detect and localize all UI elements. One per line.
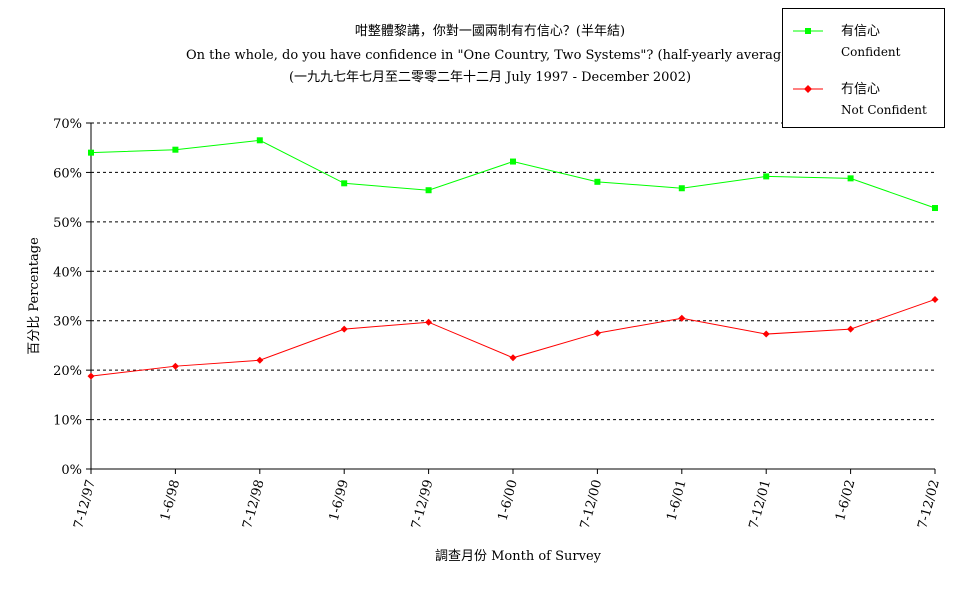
y-tick-label: 10% — [53, 414, 82, 429]
axes — [90, 123, 935, 470]
data-point-confident — [678, 185, 685, 192]
y-tick-label: 20% — [53, 364, 82, 379]
data-point-confident — [763, 173, 770, 180]
data-point-confident — [847, 175, 854, 182]
series-line-not-confident — [90, 298, 936, 377]
y-tick-label: 0% — [61, 463, 82, 478]
x-axis-ticks: 7-12/97 1-6/98 7-12/98 1-6/99 7-12/99 1-6/00 7… — [71, 469, 943, 530]
x-tick-label: 1-6/00 — [496, 478, 521, 522]
x-tick-label: 7-12/02 — [915, 478, 942, 530]
data-point-not-confident — [509, 354, 517, 362]
data-point-not-confident — [340, 325, 348, 333]
legend-marker-not-confident — [793, 85, 823, 93]
legend: 有信心 Confident 冇信心 Not Confident — [782, 8, 945, 128]
legend-label-confident-en: Confident — [841, 45, 901, 59]
data-point-confident — [172, 146, 179, 153]
x-tick-label: 7-12/98 — [240, 478, 267, 530]
series-line-confident — [90, 139, 936, 209]
data-point-confident — [256, 137, 263, 144]
legend-item-confident: 有信心 Confident — [793, 23, 943, 63]
chart-subtitle: On the whole, do you have confidence in … — [185, 48, 795, 63]
data-point-confident — [341, 180, 348, 187]
legend-label-not-confident-zh: 冇信心 — [841, 82, 881, 97]
y-axis-title: 百分比 Percentage — [27, 237, 42, 355]
x-tick-label: 7-12/99 — [409, 478, 436, 530]
legend-label-not-confident-en: Not Confident — [841, 103, 927, 117]
data-point-confident — [88, 149, 94, 156]
data-point-not-confident — [847, 325, 855, 333]
y-tick-label: 70% — [53, 117, 82, 132]
data-point-confident — [594, 178, 601, 185]
data-point-not-confident — [87, 372, 95, 380]
x-tick-label: 1-6/02 — [833, 478, 858, 522]
x-tick-label: 7-12/00 — [578, 478, 605, 530]
legend-marker-confident — [793, 28, 823, 34]
y-axis-ticks: 0% 10% 20% 30% 40% 50% 60% 70% — [53, 117, 91, 478]
x-tick-label: 1-6/99 — [327, 478, 352, 522]
x-tick-label: 1-6/01 — [664, 478, 689, 522]
data-point-not-confident — [171, 362, 179, 370]
chart-title: 咁整體黎講，你對一國兩制有冇信心？(半年結) — [354, 24, 626, 39]
x-tick-label: 1-6/98 — [158, 478, 183, 522]
chart-date-range: (一九九七年七月至二零零二年十二月 July 1997 - December 2… — [288, 70, 692, 85]
x-tick-label: 7-12/97 — [71, 478, 98, 530]
series-layer — [87, 137, 939, 380]
data-point-not-confident — [256, 356, 264, 364]
x-axis-title: 調查月份 Month of Survey — [435, 549, 602, 564]
y-tick-label: 60% — [53, 166, 82, 181]
data-point-not-confident — [425, 318, 433, 326]
data-point-not-confident — [593, 329, 601, 337]
gridlines — [91, 122, 935, 421]
y-tick-label: 40% — [53, 265, 82, 280]
data-point-not-confident — [762, 330, 770, 338]
data-point-confident — [425, 187, 432, 194]
legend-item-not-confident: 冇信心 Not Confident — [793, 81, 943, 121]
data-point-not-confident — [678, 314, 686, 322]
x-tick-label: 7-12/01 — [747, 478, 774, 530]
y-tick-label: 30% — [53, 315, 82, 330]
y-tick-label: 50% — [53, 216, 82, 231]
legend-label-confident-zh: 有信心 — [841, 24, 881, 39]
data-point-not-confident — [931, 295, 939, 303]
data-point-confident — [932, 205, 938, 212]
data-point-confident — [510, 158, 516, 165]
